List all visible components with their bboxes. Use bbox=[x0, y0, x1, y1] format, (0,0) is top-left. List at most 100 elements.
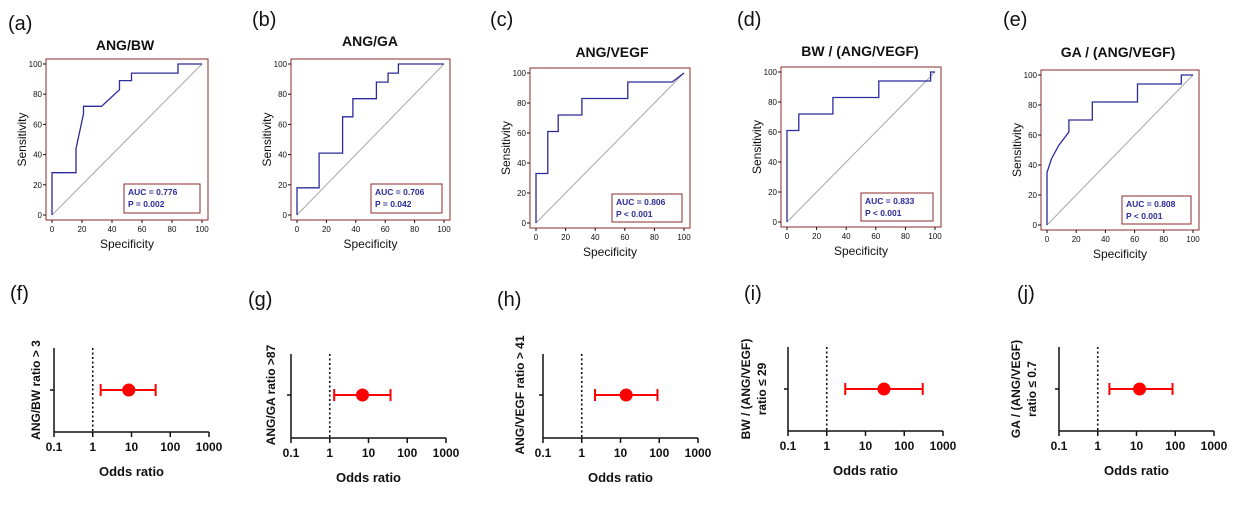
x-tick-label: 100 bbox=[397, 446, 417, 460]
panel-letter: (i) bbox=[744, 283, 762, 305]
y-tick-label: 80 bbox=[278, 90, 287, 99]
auc-label: AUC = 0.776 bbox=[128, 187, 178, 197]
roc-panel-4: (d) BW / (ANG/VEGF) 00 20 20 40 40 60 60 80 80 100 1… bbox=[737, 9, 942, 258]
y-tick-label: 40 bbox=[278, 151, 287, 160]
y-tick-label: 100 bbox=[1024, 71, 1038, 80]
x-tick-label: 100 bbox=[160, 440, 180, 454]
x-tick-label: 40 bbox=[108, 225, 117, 234]
roc-curve bbox=[51, 63, 202, 215]
y-axis-label: Sensitivity bbox=[15, 112, 29, 166]
panel-letter: (f) bbox=[10, 283, 29, 305]
x-axis-label: Odds ratio bbox=[1104, 463, 1169, 478]
y-axis-label: BW / (ANG/VEGF) bbox=[739, 339, 753, 440]
x-tick-label: 0.1 bbox=[1051, 439, 1068, 453]
chart-title: ANG/VEGF bbox=[575, 44, 649, 60]
p-value-label: P < 0.001 bbox=[1126, 211, 1163, 221]
x-tick-label: 60 bbox=[1130, 235, 1139, 244]
x-axis-label: Specificity bbox=[100, 237, 154, 251]
y-tick-label: 0 bbox=[773, 218, 778, 227]
auc-box bbox=[370, 183, 443, 214]
y-tick-label: 20 bbox=[517, 189, 526, 198]
chart-title: BW / (ANG/VEGF) bbox=[801, 43, 918, 59]
roc-panel-3: (c) ANG/VEGF 00 20 20 40 40 60 60 80 80 100 100 Speci… bbox=[490, 9, 691, 259]
x-tick-label: 20 bbox=[561, 233, 570, 242]
y-tick-label: 20 bbox=[768, 188, 777, 197]
reference-line bbox=[786, 71, 936, 223]
x-tick-label: 0 bbox=[50, 225, 55, 234]
y-tick-label: 20 bbox=[1028, 191, 1037, 200]
plot-frame bbox=[290, 58, 451, 221]
y-tick-label: 0 bbox=[38, 211, 43, 220]
y-axis-label: ANG/BW ratio > 3 bbox=[29, 340, 43, 440]
y-tick-label: 40 bbox=[1028, 161, 1037, 170]
reference-line bbox=[535, 72, 685, 224]
x-tick-label: 60 bbox=[381, 225, 390, 234]
y-tick-label: 20 bbox=[33, 181, 42, 190]
x-axis-label: Specificity bbox=[1093, 247, 1147, 261]
odds-ratio-point bbox=[619, 388, 633, 402]
y-tick-label: 40 bbox=[517, 159, 526, 168]
panel-letter: (a) bbox=[8, 13, 32, 35]
auc-label: AUC = 0.833 bbox=[865, 196, 915, 206]
x-tick-label: 1000 bbox=[433, 446, 460, 460]
reference-line bbox=[1046, 74, 1194, 226]
x-axis-label: Specificity bbox=[343, 237, 397, 251]
x-tick-label: 0 bbox=[534, 233, 539, 242]
x-tick-label: 10 bbox=[362, 446, 376, 460]
x-tick-label: 1000 bbox=[930, 439, 957, 453]
odds-ratio-point bbox=[1133, 382, 1147, 396]
x-tick-label: 1 bbox=[1094, 439, 1101, 453]
panel-letter: (e) bbox=[1003, 9, 1027, 31]
y-axis-label: ratio ≤ 29 bbox=[755, 362, 769, 415]
roc-curve bbox=[1046, 74, 1193, 225]
plot-frame bbox=[1040, 69, 1200, 231]
odds-ratio-panel-2: (g) 0.1 1 10 100 1000 Odds ratio ANG/GA ratio >… bbox=[248, 289, 460, 485]
y-tick-label: 80 bbox=[33, 90, 42, 99]
y-tick-label: 60 bbox=[33, 120, 42, 129]
x-tick-label: 0 bbox=[1045, 235, 1050, 244]
p-value-label: P < 0.001 bbox=[616, 209, 653, 219]
y-tick-label: 100 bbox=[29, 60, 43, 69]
x-tick-label: 0 bbox=[785, 232, 790, 241]
y-tick-label: 60 bbox=[1028, 131, 1037, 140]
x-tick-label: 1000 bbox=[1201, 439, 1228, 453]
x-tick-label: 1 bbox=[823, 439, 830, 453]
x-tick-label: 60 bbox=[871, 232, 880, 241]
x-tick-label: 10 bbox=[125, 440, 139, 454]
y-axis-label: Sensitivity bbox=[499, 121, 513, 175]
y-tick-label: 80 bbox=[1028, 101, 1037, 110]
x-tick-label: 0.1 bbox=[780, 439, 797, 453]
roc-panel-5: (e) GA / (ANG/VEGF) 00 20 20 40 40 60 60 80 80 100 1… bbox=[1003, 9, 1200, 261]
y-tick-label: 100 bbox=[513, 69, 527, 78]
x-tick-label: 100 bbox=[928, 232, 942, 241]
y-tick-label: 40 bbox=[33, 151, 42, 160]
x-tick-label: 80 bbox=[901, 232, 910, 241]
y-tick-label: 60 bbox=[768, 128, 777, 137]
panel-letter: (h) bbox=[497, 289, 521, 311]
x-tick-label: 0.1 bbox=[46, 440, 63, 454]
x-tick-label: 100 bbox=[677, 233, 691, 242]
x-tick-label: 100 bbox=[1186, 235, 1200, 244]
y-axis-label: Sensitivity bbox=[260, 112, 274, 166]
x-tick-label: 100 bbox=[437, 225, 451, 234]
y-tick-label: 20 bbox=[278, 181, 287, 190]
p-value-label: P = 0.002 bbox=[128, 199, 165, 209]
x-tick-label: 1000 bbox=[196, 440, 223, 454]
y-tick-label: 100 bbox=[764, 68, 778, 77]
y-axis-label: ratio ≤ 0.7 bbox=[1025, 361, 1039, 417]
odds-ratio-panel-3: (h) 0.1 1 10 100 1000 Odds ratio ANG/VEGF ratio… bbox=[497, 289, 712, 485]
x-tick-label: 100 bbox=[894, 439, 914, 453]
y-axis-label: ANG/GA ratio >87 bbox=[264, 344, 278, 445]
y-axis-label: Sensitivity bbox=[1010, 123, 1024, 177]
panel-letter: (g) bbox=[248, 289, 272, 311]
odds-ratio-panel-1: (f) 0.1 1 10 100 1000 Odds ratio ANG/BW ratio >… bbox=[10, 283, 223, 479]
reference-line bbox=[51, 63, 203, 216]
x-tick-label: 20 bbox=[812, 232, 821, 241]
x-tick-label: 20 bbox=[78, 225, 87, 234]
x-tick-label: 40 bbox=[351, 225, 360, 234]
x-tick-label: 60 bbox=[138, 225, 147, 234]
p-value-label: P = 0.042 bbox=[375, 199, 412, 209]
x-tick-label: 60 bbox=[620, 233, 629, 242]
x-tick-label: 80 bbox=[650, 233, 659, 242]
y-axis-label: ANG/VEGF ratio > 41 bbox=[513, 335, 527, 454]
